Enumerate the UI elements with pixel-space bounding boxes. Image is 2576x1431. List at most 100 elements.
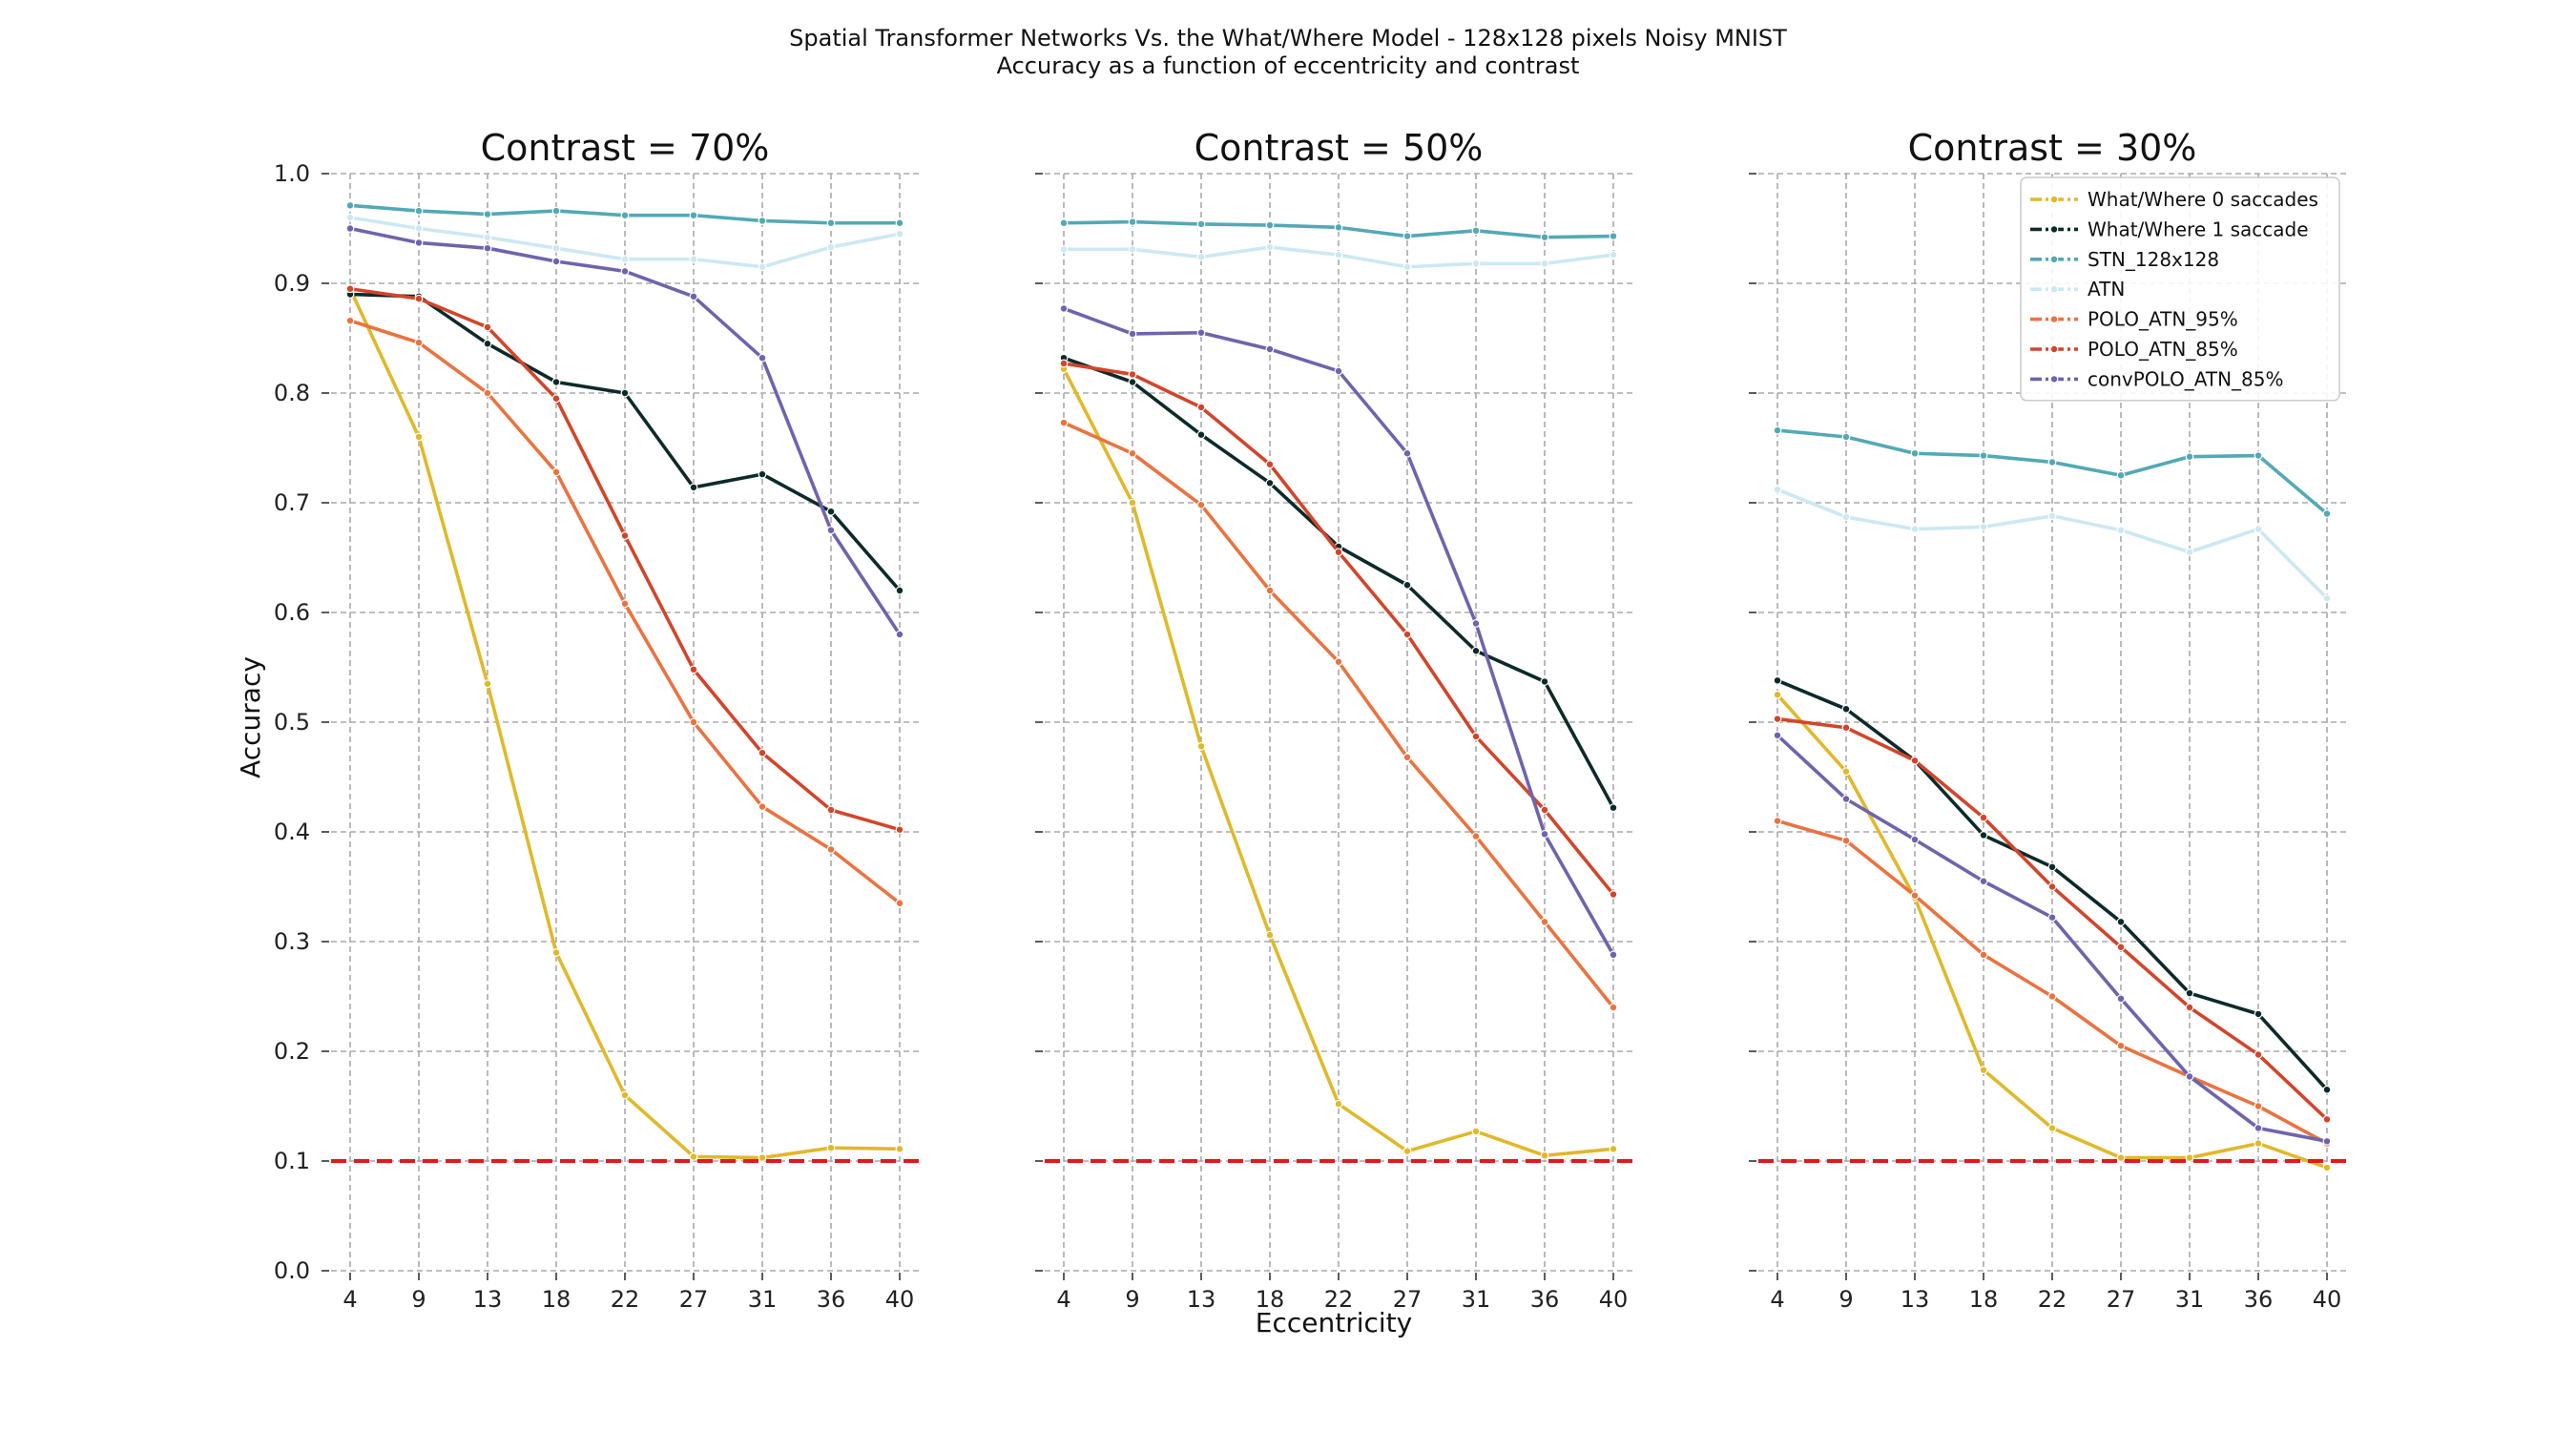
x-tick-label: 27	[2107, 1286, 2136, 1313]
data-point	[620, 1090, 630, 1100]
data-point	[1979, 1066, 1988, 1074]
data-point	[483, 243, 492, 253]
data-point	[345, 316, 355, 325]
data-point	[1265, 478, 1275, 487]
data-point	[689, 717, 698, 727]
data-point	[2185, 452, 2194, 462]
data-point	[2116, 994, 2126, 1004]
data-point	[1059, 359, 1069, 368]
data-point	[620, 266, 630, 276]
chart-panel-3: Contrast = 30% 4 9 13 18 22 27 31 36 40 What/Where…	[1749, 127, 2346, 1313]
data-point	[1773, 715, 1782, 723]
data-point	[1609, 1003, 1618, 1012]
data-point	[1265, 460, 1275, 469]
data-point	[1128, 448, 1137, 458]
data-point	[1059, 418, 1069, 427]
chart-panel-2: Contrast = 50% 4 9 13 18 22 27 31 36 40	[1035, 127, 1632, 1313]
data-point	[2116, 1041, 2126, 1050]
data-point	[1979, 451, 1988, 460]
series-line	[1776, 487, 2329, 600]
x-tick-label: 4	[343, 1286, 357, 1313]
data-point	[620, 531, 630, 540]
legend-entry: POLO_ATN_85%	[2088, 338, 2238, 361]
legend-entry: What/Where 1 saccade	[2088, 218, 2309, 240]
data-point	[2185, 988, 2194, 998]
data-point	[1910, 756, 1920, 765]
data-point	[414, 224, 424, 233]
data-point	[414, 338, 424, 347]
data-point	[1910, 525, 1920, 533]
data-point	[1471, 619, 1481, 628]
data-point	[2116, 526, 2126, 535]
data-point	[2047, 882, 2057, 891]
data-point	[2047, 1124, 2057, 1132]
x-tick-label: 13	[1187, 1286, 1216, 1313]
data-point	[1471, 259, 1481, 268]
data-point	[2116, 917, 2126, 926]
data-point	[689, 483, 698, 492]
data-point	[1471, 832, 1481, 840]
data-point	[551, 243, 561, 253]
data-point	[1979, 950, 1988, 960]
data-point	[1196, 430, 1206, 440]
legend-marker	[2049, 315, 2059, 324]
legend-entry: STN_128x128	[2088, 248, 2219, 271]
data-point	[758, 1153, 767, 1162]
data-point	[1979, 522, 1988, 531]
data-point	[2047, 862, 2057, 872]
data-point	[2322, 1114, 2332, 1124]
data-point	[1540, 233, 1549, 242]
x-axis-label: Eccentricity	[1256, 1307, 1412, 1338]
figure-title: Spatial Transformer Networks Vs. the Wha…	[789, 25, 1787, 52]
data-point	[483, 388, 492, 398]
data-point	[1609, 1144, 1618, 1153]
data-point	[1979, 831, 1988, 840]
data-point	[1910, 448, 1920, 458]
data-point	[345, 200, 355, 210]
data-point	[1402, 262, 1412, 272]
chart-panels: Contrast = 70% 0.0 0.1 0.2 0.3 0.4 0.5 0.6 0.7 0.…	[274, 127, 2346, 1313]
data-point	[1471, 1127, 1481, 1136]
data-point	[895, 825, 904, 835]
data-point	[826, 845, 836, 854]
data-point	[826, 242, 836, 252]
data-point	[1402, 753, 1412, 762]
y-tick-label: 0.6	[274, 599, 310, 626]
data-point	[1540, 677, 1549, 686]
data-point	[2185, 548, 2194, 557]
data-point	[826, 805, 836, 815]
data-point	[1910, 835, 1920, 844]
y-tick-label: 1.0	[274, 160, 310, 187]
data-point	[1334, 222, 1343, 232]
data-point	[551, 394, 561, 404]
data-point	[1609, 890, 1618, 899]
data-point	[2047, 913, 2057, 923]
legend-entry: convPOLO_ATN_85%	[2088, 367, 2283, 390]
data-point	[2047, 992, 2057, 1001]
data-point	[1609, 803, 1618, 813]
data-point	[1334, 548, 1343, 557]
data-point	[826, 1143, 836, 1152]
legend-marker	[2049, 284, 2059, 294]
y-tick-label: 0.0	[274, 1257, 310, 1284]
legend-marker	[2049, 344, 2059, 354]
data-point	[895, 630, 904, 639]
data-point	[826, 526, 836, 535]
legend-entry: ATN	[2088, 278, 2125, 301]
data-point	[1540, 829, 1549, 839]
data-point	[1265, 220, 1275, 230]
x-tick-label: 22	[1324, 1286, 1354, 1313]
legend-marker	[2049, 195, 2059, 204]
data-point	[1773, 817, 1782, 825]
data-point	[345, 284, 355, 294]
data-point	[2254, 1124, 2263, 1132]
x-tick-label: 4	[1056, 1286, 1070, 1313]
legend: What/Where 0 saccades What/Where 1 saccad…	[2020, 176, 2340, 402]
x-tick-label: 9	[1839, 1286, 1853, 1313]
data-point	[620, 388, 630, 398]
x-tick-label: 18	[542, 1286, 571, 1313]
data-point	[1471, 226, 1481, 236]
y-axis-label: Accuracy	[235, 656, 266, 778]
data-point	[689, 1151, 698, 1161]
data-point	[758, 353, 767, 363]
